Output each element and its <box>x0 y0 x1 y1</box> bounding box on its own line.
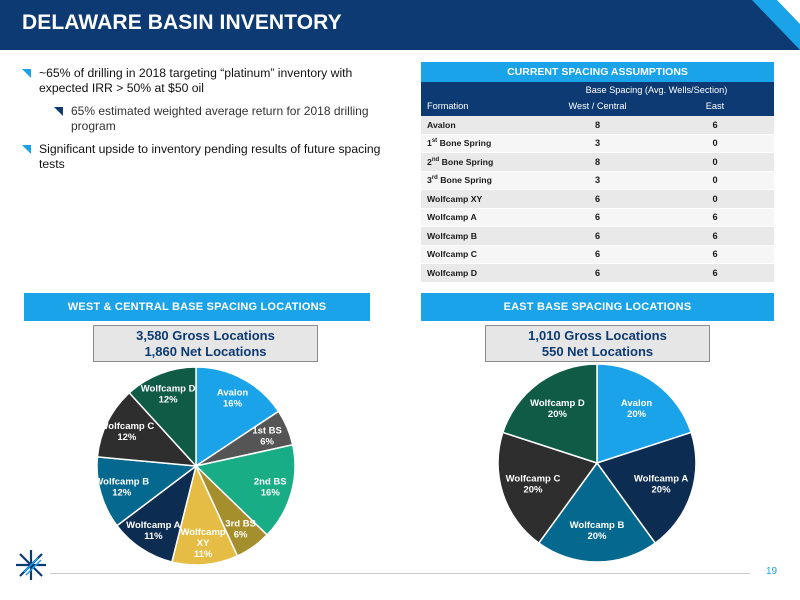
table-title: CURRENT SPACING ASSUMPTIONS <box>421 62 774 82</box>
east-cell: 6 <box>656 226 774 246</box>
pie-slice-wolfcamp-b <box>537 461 657 563</box>
formation-cell: Wolfcamp XY <box>421 189 539 209</box>
bullet-text: 65% estimated weighted average return fo… <box>71 104 369 133</box>
table-row: Wolfcamp A 6 6 <box>421 208 774 227</box>
formation-cell: Avalon <box>421 115 539 135</box>
table-row: Wolfcamp C 6 6 <box>421 245 774 264</box>
bullet-item: ~65% of drilling in 2018 targeting “plat… <box>22 66 394 96</box>
pie-label-wolfcamp-d: Wolfcamp D 12% <box>141 383 196 405</box>
bullet-text: Significant upside to inventory pending … <box>39 142 381 171</box>
corner-accent-white <box>777 0 800 24</box>
table-row: Wolfcamp XY 6 0 <box>421 189 774 209</box>
west-cell: 3 <box>539 134 656 153</box>
pie-slice-2nd-bs <box>194 443 296 536</box>
pie-label-avalon: Avalon 20% <box>621 398 653 420</box>
table-row: Wolfcamp B 6 6 <box>421 226 774 246</box>
pie-slice-wolfcamp-b <box>96 456 198 527</box>
table-group-spacer <box>421 82 539 97</box>
west-cell: 8 <box>539 115 656 135</box>
company-logo-icon <box>16 550 46 580</box>
formation-cell: Wolfcamp C <box>421 245 539 264</box>
east-cell: 0 <box>656 134 774 153</box>
pie-label-wolfcamp-d: Wolfcamp D 20% <box>530 398 585 420</box>
formation-cell: Wolfcamp A <box>421 208 539 227</box>
east-cell: 6 <box>656 208 774 227</box>
west-net-locations: 1,860 Net Locations <box>144 344 267 359</box>
west-section-header: WEST & CENTRAL BASE SPACING LOCATIONS <box>24 293 370 321</box>
pie-slice-wolfcamp-d <box>501 363 598 465</box>
column-header-east: East <box>656 97 774 116</box>
west-cell: 6 <box>539 263 656 283</box>
west-cell: 6 <box>539 245 656 264</box>
pie-label-wolfcamp-xy: Wolfcamp XY 11% <box>181 527 226 560</box>
west-cell: 6 <box>539 208 656 227</box>
pie-slice-avalon <box>195 366 280 468</box>
column-header-west: West / Central <box>539 97 656 116</box>
west-gross-locations: 3,580 Gross Locations <box>136 328 275 343</box>
pie-label-wolfcamp-b: Wolfcamp B 20% <box>570 520 625 542</box>
column-header-formation: Formation <box>421 97 539 116</box>
pie-label-avalon: Avalon 16% <box>217 387 249 409</box>
pie-label-wolfcamp-c: Wolfcamp C 20% <box>506 473 561 495</box>
west-cell: 3 <box>539 171 656 190</box>
west-locations-box: 3,580 Gross Locations 1,860 Net Location… <box>93 325 318 362</box>
table-row: 1st Bone Spring 3 0 <box>421 134 774 153</box>
formation-cell: 1st Bone Spring <box>421 134 539 153</box>
table-group-header: Base Spacing (Avg. Wells/Section) <box>539 82 774 97</box>
east-cell: 0 <box>656 189 774 209</box>
pie-label-wolfcamp-a: Wolfcamp A 11% <box>126 520 181 542</box>
formation-cell: 2nd Bone Spring <box>421 152 539 172</box>
title-bar: DELAWARE BASIN INVENTORY <box>0 0 800 50</box>
west-cell: 8 <box>539 152 656 172</box>
formation-cell: 3rd Bone Spring <box>421 171 539 190</box>
pie-slice-avalon <box>596 363 693 465</box>
pie-label-3rd-bs: 3rd BS 6% <box>225 519 256 541</box>
pie-slice-wolfcamp-xy <box>170 463 239 566</box>
table-row: 2nd Bone Spring 8 0 <box>421 152 774 172</box>
east-locations-box: 1,010 Gross Locations 550 Net Locations <box>485 325 710 362</box>
east-cell: 6 <box>656 115 774 135</box>
page-number: 19 <box>766 566 778 577</box>
pie-label-wolfcamp-a: Wolfcamp A 20% <box>634 473 689 495</box>
formation-cell: Wolfcamp B <box>421 226 539 246</box>
formation-cell: Wolfcamp D <box>421 263 539 283</box>
table-row: Wolfcamp D 6 6 <box>421 263 774 283</box>
pie-slice-wolfcamp-a <box>595 431 697 545</box>
bullet-list: ~65% of drilling in 2018 targeting “plat… <box>22 66 394 180</box>
page-title: DELAWARE BASIN INVENTORY <box>22 11 342 34</box>
bullet-text: ~65% of drilling in 2018 targeting “plat… <box>39 66 353 95</box>
east-section-header: EAST BASE SPACING LOCATIONS <box>421 293 774 321</box>
east-cell: 0 <box>656 171 774 190</box>
bullet-marker-icon <box>22 69 31 78</box>
table-row: Avalon 8 6 <box>421 115 774 135</box>
pie-label-wolfcamp-c: Wolfcamp C 12% <box>100 421 155 443</box>
bullet-marker-icon <box>54 107 63 116</box>
pie-label-2nd-bs: 2nd BS 16% <box>254 477 287 499</box>
west-cell: 6 <box>539 226 656 246</box>
east-net-locations: 550 Net Locations <box>541 344 654 359</box>
spacing-table: CURRENT SPACING ASSUMPTIONS Base Spacing… <box>421 62 774 283</box>
footer-divider <box>50 573 750 574</box>
pie-label-1st-bs: 1st BS 6% <box>252 425 282 447</box>
bullet-marker-icon <box>22 145 31 154</box>
east-cell: 0 <box>656 152 774 172</box>
east-cell: 6 <box>656 263 774 283</box>
pie-slice-wolfcamp-c <box>96 391 198 467</box>
west-cell: 6 <box>539 189 656 209</box>
bullet-item: Significant upside to inventory pending … <box>22 142 394 172</box>
pie-slice-wolfcamp-a <box>115 464 198 563</box>
pie-label-wolfcamp-b: Wolfcamp B 12% <box>94 477 149 499</box>
east-cell: 6 <box>656 245 774 264</box>
pie-slice-wolfcamp-c <box>497 431 599 545</box>
pie-slice-wolfcamp-d <box>128 366 197 468</box>
east-gross-locations: 1,010 Gross Locations <box>528 328 667 343</box>
table-row: 3rd Bone Spring 3 0 <box>421 171 774 190</box>
sub-bullet-item: 65% estimated weighted average return fo… <box>54 104 394 134</box>
